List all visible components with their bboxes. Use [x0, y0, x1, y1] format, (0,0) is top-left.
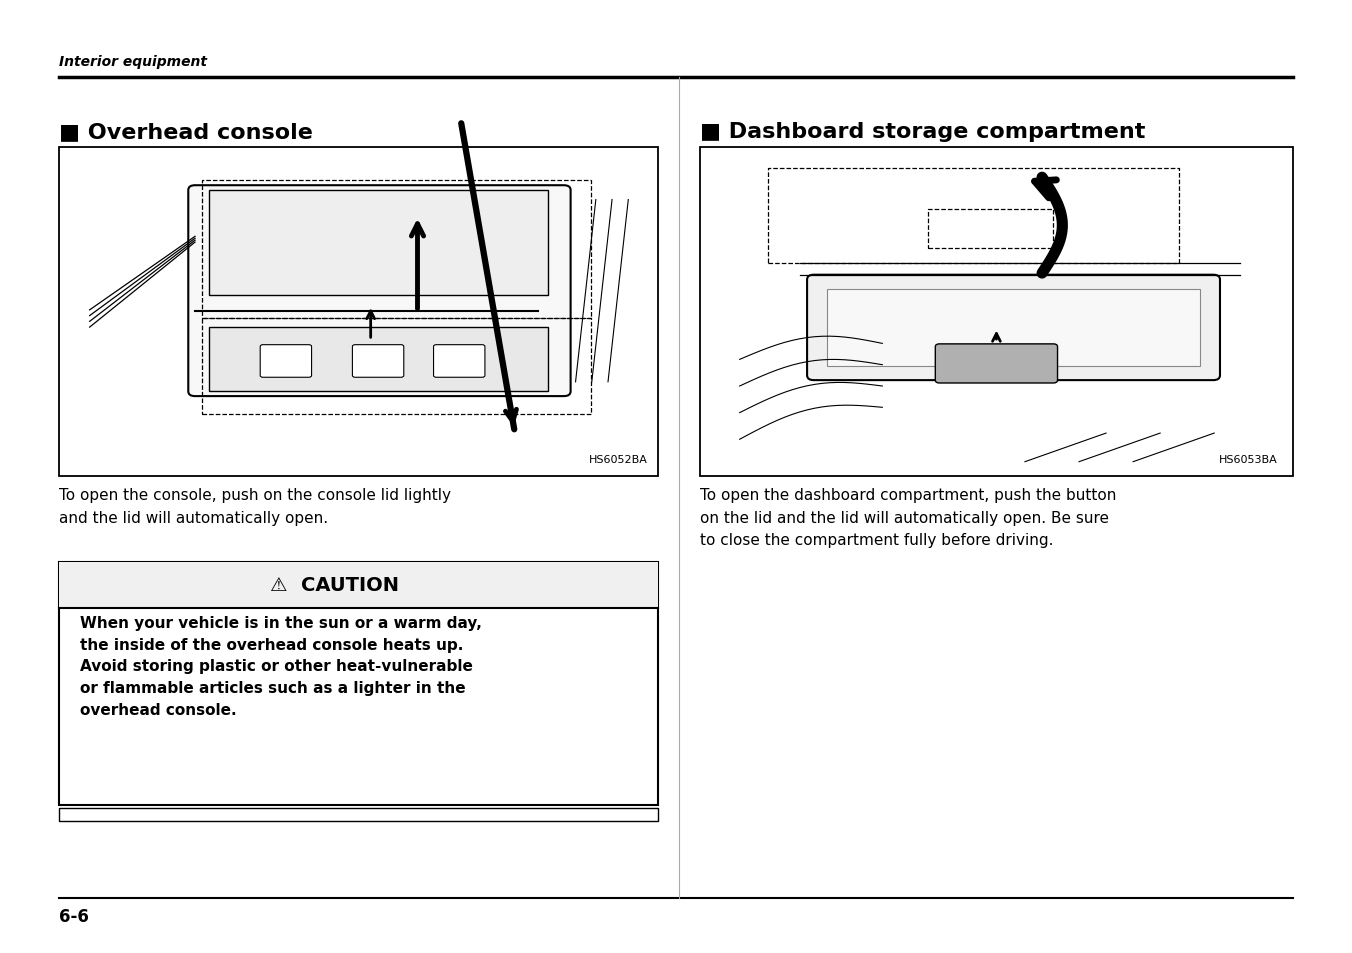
Text: ⚠  CAUTION: ⚠ CAUTION — [270, 576, 399, 595]
Bar — [827, 290, 1199, 366]
Text: To open the dashboard compartment, push the button
on the lid and the lid will a: To open the dashboard compartment, push … — [700, 488, 1117, 547]
Bar — [59, 808, 658, 821]
Text: ■ Overhead console: ■ Overhead console — [59, 122, 314, 142]
Bar — [59, 148, 658, 476]
FancyBboxPatch shape — [353, 345, 404, 378]
Bar — [208, 328, 548, 392]
Text: HS6052BA: HS6052BA — [588, 455, 648, 464]
Bar — [700, 148, 1293, 476]
FancyBboxPatch shape — [936, 344, 1057, 383]
Text: When your vehicle is in the sun or a warm day,
the inside of the overhead consol: When your vehicle is in the sun or a war… — [80, 616, 481, 717]
Text: 6-6: 6-6 — [59, 907, 89, 925]
Text: HS6053BA: HS6053BA — [1220, 455, 1278, 464]
FancyBboxPatch shape — [807, 275, 1220, 380]
Text: Interior equipment: Interior equipment — [59, 55, 207, 70]
Text: ■ Dashboard storage compartment: ■ Dashboard storage compartment — [700, 122, 1145, 142]
FancyBboxPatch shape — [188, 186, 571, 396]
FancyBboxPatch shape — [260, 345, 311, 378]
Bar — [59, 562, 658, 608]
FancyBboxPatch shape — [434, 345, 485, 378]
Text: To open the console, push on the console lid lightly
and the lid will automatica: To open the console, push on the console… — [59, 488, 452, 525]
Bar — [208, 191, 548, 296]
Bar — [59, 562, 658, 805]
